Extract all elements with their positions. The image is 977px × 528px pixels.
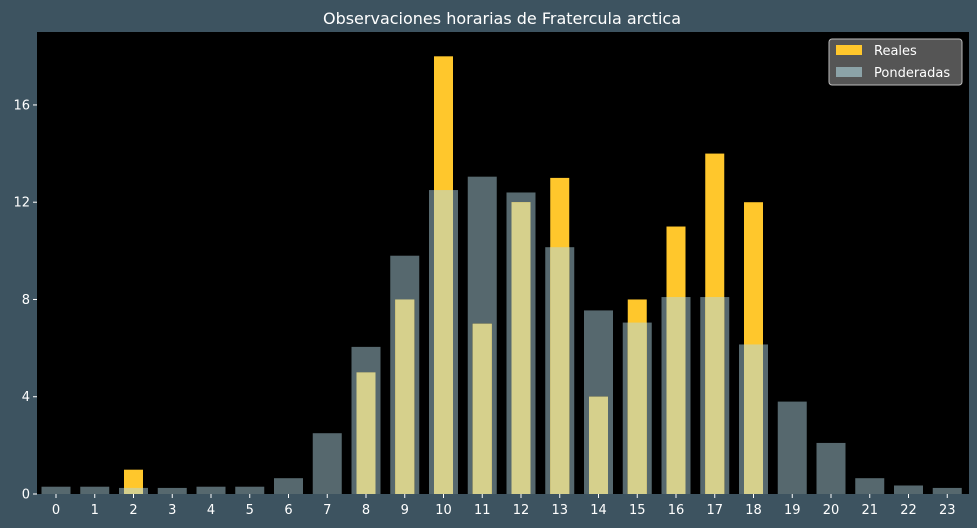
y-tick-label-16: 16 [13, 98, 30, 113]
y-tick-label-0: 0 [22, 488, 30, 503]
bar-ponderadas-3 [157, 487, 187, 494]
x-tick-label-17: 17 [706, 503, 723, 518]
legend: Reales Ponderadas [828, 38, 963, 86]
bar-ponderadas-7 [312, 433, 342, 494]
chart-title: Observaciones horarias de Fratercula arc… [323, 9, 681, 28]
bar-overlap-9 [395, 299, 415, 494]
bar-overlap-11 [472, 323, 492, 494]
x-tick-label-3: 3 [168, 503, 176, 518]
x-tick-label-20: 20 [823, 503, 840, 518]
x-tick-label-8: 8 [362, 503, 370, 518]
x-tick-label-11: 11 [474, 503, 491, 518]
x-tick-label-9: 9 [401, 503, 409, 518]
bar-overlap-13 [550, 247, 570, 494]
overlap-bars [124, 190, 763, 495]
bar-overlap-18 [744, 344, 763, 494]
bar-ponderadas-4 [196, 486, 226, 494]
bar-overlap-2 [124, 487, 143, 494]
bar-overlap-17 [705, 297, 725, 494]
bar-ponderadas-20 [816, 442, 846, 494]
bar-overlap-15 [627, 322, 647, 494]
x-tick-label-6: 6 [284, 503, 292, 518]
legend-label-ponderadas: Ponderadas [874, 66, 950, 81]
x-tick-label-21: 21 [861, 503, 878, 518]
legend-box [828, 38, 963, 86]
x-tick-label-5: 5 [246, 503, 254, 518]
bar-overlap-12 [511, 202, 531, 495]
bar-overlap-10 [434, 190, 453, 495]
bar-ponderadas-19 [777, 401, 807, 494]
x-tick-label-19: 19 [784, 503, 801, 518]
x-tick-label-14: 14 [590, 503, 607, 518]
x-tick-label-18: 18 [745, 503, 762, 518]
x-tick-label-16: 16 [668, 503, 685, 518]
x-tick-label-10: 10 [435, 503, 452, 518]
bar-ponderadas-21 [855, 478, 885, 494]
x-tick-label-4: 4 [207, 503, 215, 518]
bar-overlap-14 [589, 396, 608, 494]
bar-ponderadas-0 [41, 486, 71, 494]
x-tick-label-22: 22 [900, 503, 917, 518]
bar-overlap-8 [356, 372, 376, 494]
x-tick-label-13: 13 [551, 503, 568, 518]
x-tick-label-15: 15 [629, 503, 646, 518]
bar-ponderadas-1 [80, 486, 110, 494]
x-axis: 0 1 2 3 4 5 6 7 8 9 10 11 12 13 14 15 16 17 18 19 20 21 22 23 [52, 494, 956, 518]
x-tick-label-0: 0 [52, 503, 60, 518]
y-tick-label-4: 4 [22, 390, 30, 405]
legend-label-reales: Reales [874, 44, 917, 59]
bar-ponderadas-22 [894, 485, 923, 494]
y-axis: 0 4 8 12 16 [13, 98, 37, 503]
x-tick-label-23: 23 [939, 503, 956, 518]
bar-ponderadas-23 [932, 487, 962, 494]
legend-swatch-reales [836, 45, 862, 55]
bar-overlap-16 [666, 297, 686, 494]
x-tick-label-1: 1 [91, 503, 99, 518]
y-tick-label-12: 12 [13, 196, 30, 211]
bar-ponderadas-5 [235, 486, 265, 494]
bar-ponderadas-6 [274, 478, 303, 494]
plot-area [37, 32, 969, 494]
x-tick-label-12: 12 [513, 503, 530, 518]
x-tick-label-2: 2 [129, 503, 137, 518]
legend-swatch-ponderadas [836, 67, 862, 77]
y-tick-label-8: 8 [22, 293, 30, 308]
x-tick-label-7: 7 [323, 503, 331, 518]
